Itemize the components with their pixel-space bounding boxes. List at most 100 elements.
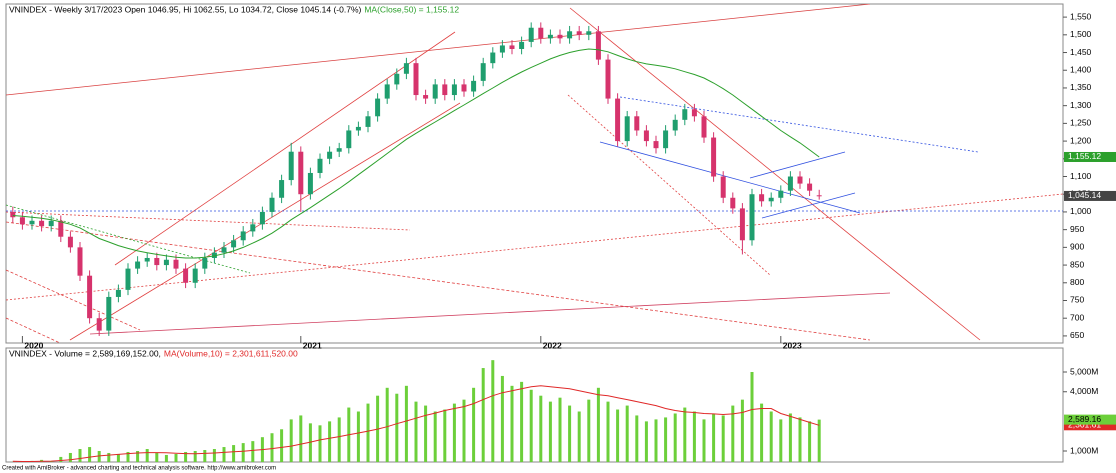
candle-body <box>125 268 131 290</box>
trendline <box>761 192 856 219</box>
volume-bar <box>174 453 178 462</box>
candle-body <box>749 194 755 241</box>
candle-body <box>595 31 601 60</box>
candle-body <box>720 176 726 198</box>
volume-bar <box>414 401 418 462</box>
candle-body <box>327 151 333 159</box>
candle-body <box>701 116 707 138</box>
trendline <box>569 7 981 341</box>
volume-bar <box>299 415 303 462</box>
volume-bar <box>356 411 360 462</box>
candle-body <box>279 180 285 198</box>
trendline <box>114 31 456 266</box>
candle-body <box>163 259 169 266</box>
volume-bar <box>548 401 552 462</box>
volume-bar <box>136 451 140 462</box>
x-tick-label: 2023 <box>783 340 802 350</box>
volume-bar <box>270 433 274 462</box>
axes: 6507007508008509009501,0001,0501,1001,15… <box>21 11 1116 455</box>
candle-body <box>682 109 688 120</box>
candle-body <box>58 220 64 237</box>
volume-bar <box>673 413 677 462</box>
candle-body <box>269 197 275 212</box>
y-tick-label: 1,300 <box>1070 100 1092 110</box>
y-tick-label: 650 <box>1070 330 1084 340</box>
volume-bar <box>337 417 341 462</box>
volume-bar <box>683 407 687 462</box>
footer: Created with AmiBroker - advanced charti… <box>2 466 276 472</box>
candle-body <box>567 31 573 39</box>
legend-entry: MA(Close,50) = 1,155.12 <box>364 4 459 14</box>
volume-bar <box>568 405 572 462</box>
candle-body <box>634 116 640 131</box>
candle-body <box>672 119 678 131</box>
trendline <box>6 221 871 341</box>
candle-body <box>115 289 121 297</box>
volume-bar <box>318 425 322 462</box>
y-tick-label: 700 <box>1070 312 1084 322</box>
volume-bar <box>606 401 610 462</box>
y-tick-label: 1,550 <box>1070 11 1092 21</box>
volume-title: VNINDEX - Volume = 2,589,169,152.00, <box>9 348 161 358</box>
volume-bar <box>616 409 620 462</box>
candle-body <box>653 141 659 149</box>
y-tick-label: 750 <box>1070 295 1084 305</box>
x-tick-label: 2021 <box>303 340 322 350</box>
candle-body <box>221 247 227 253</box>
volume-bar <box>347 407 351 462</box>
volume-bar <box>308 423 312 462</box>
candle-body <box>183 268 189 283</box>
volume-bar <box>788 413 792 462</box>
candle-body <box>250 224 256 232</box>
candle-body <box>451 84 457 96</box>
y-tick-label: 5,000M <box>1070 366 1098 376</box>
volume-bar <box>164 454 168 462</box>
volume-bar <box>539 395 543 462</box>
candle-body <box>797 176 803 184</box>
legend-entry: MA(Volume,10) = 2,301,611,520.00 <box>164 348 298 358</box>
volume-bar <box>491 360 495 462</box>
candle-body <box>317 158 323 173</box>
volume-bar <box>721 415 725 462</box>
volume-bar <box>596 387 600 462</box>
volume-bar <box>702 419 706 462</box>
candle-body <box>739 208 745 241</box>
candle-body <box>346 130 352 149</box>
price-title: VNINDEX - Weekly 3/17/2023 Open 1046.95,… <box>9 4 362 14</box>
volume-panel <box>5 347 1064 463</box>
candle-body <box>192 268 198 283</box>
volume-bar <box>664 417 668 462</box>
candle-body <box>807 183 813 191</box>
candle-body <box>77 247 83 276</box>
candle-body <box>519 41 525 49</box>
volume-bar <box>59 456 63 462</box>
close-label: 1,045.14 <box>1068 190 1101 200</box>
trendline <box>6 269 141 331</box>
candle-body <box>106 296 112 331</box>
volume-bar <box>654 419 658 462</box>
volume-bar <box>529 389 533 462</box>
trendline <box>6 4 871 96</box>
volume-bar <box>625 405 629 462</box>
volume-bar <box>116 453 120 462</box>
candle-body <box>538 27 544 39</box>
volume-bar <box>251 441 255 462</box>
volume-bar <box>395 393 399 462</box>
candle-body <box>547 34 553 39</box>
y-tick-label: 1,450 <box>1070 47 1092 57</box>
y-tick-label: 950 <box>1070 224 1084 234</box>
y-tick-label: 1,100 <box>1070 171 1092 181</box>
candle-body <box>403 63 409 74</box>
volume-bar <box>433 411 437 462</box>
volume-bar <box>481 368 485 462</box>
y-tick-label: 1,500 <box>1070 29 1092 39</box>
y-tick-label: 850 <box>1070 259 1084 269</box>
candle-body <box>231 240 237 248</box>
trendline <box>749 151 846 179</box>
candle-body <box>730 197 736 209</box>
volume-bar <box>587 399 591 462</box>
candle-body <box>336 148 342 152</box>
candle-body <box>394 73 400 85</box>
trendline <box>69 102 461 341</box>
candle-body <box>528 27 534 42</box>
